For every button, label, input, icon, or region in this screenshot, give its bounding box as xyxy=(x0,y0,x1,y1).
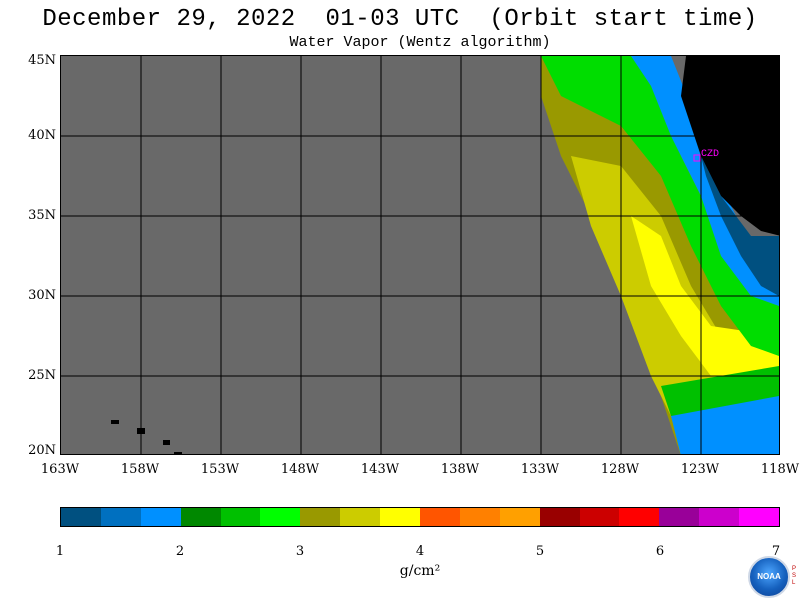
land-mass xyxy=(681,56,779,236)
hawaii-island-1 xyxy=(111,420,119,424)
colorbar-swatch-13 xyxy=(579,508,620,526)
station-marker xyxy=(693,154,701,162)
psl-letter-p: P xyxy=(792,566,797,572)
swath-band-green xyxy=(541,56,779,356)
lon-label-148w: 148W xyxy=(280,462,320,477)
graticule xyxy=(61,56,779,454)
colorbar-units: g/cm² xyxy=(399,563,441,579)
colorbar-swatch-17 xyxy=(739,508,780,526)
colorbar-swatch-10 xyxy=(459,508,500,526)
lat-label-25n: 25N xyxy=(28,368,56,383)
colorbar-swatch-1 xyxy=(100,508,141,526)
noaa-logo: NOAA xyxy=(748,556,790,598)
colorbar-swatch-3 xyxy=(180,508,221,526)
colorbar-tick-6: 6 xyxy=(655,544,665,559)
swath-band-blue-low xyxy=(671,396,779,454)
lat-label-40n: 40N xyxy=(28,128,56,143)
map-title: December 29, 2022 01-03 UTC (Orbit start… xyxy=(42,6,758,33)
colorbar-tick-3: 3 xyxy=(295,544,305,559)
colorbar xyxy=(60,507,780,527)
map-subtitle: Water Vapor (Wentz algorithm) xyxy=(289,34,551,51)
colorbar-swatch-6 xyxy=(300,508,341,526)
lat-label-30n: 30N xyxy=(28,288,56,303)
colorbar-tick-5: 5 xyxy=(535,544,545,559)
lon-label-133w: 133W xyxy=(520,462,560,477)
swath-band-dark-blue xyxy=(701,156,779,296)
water-vapor-map: CZD xyxy=(60,55,780,455)
colorbar-tick-4: 4 xyxy=(415,544,425,559)
lon-label-123w: 123W xyxy=(680,462,720,477)
lon-label-128w: 128W xyxy=(600,462,640,477)
lon-label-118w: 118W xyxy=(760,462,800,477)
colorbar-swatch-15 xyxy=(659,508,700,526)
psl-letter-l: L xyxy=(792,580,796,586)
lon-label-143w: 143W xyxy=(360,462,400,477)
map-canvas: CZD xyxy=(61,56,779,454)
colorbar-swatch-14 xyxy=(619,508,660,526)
colorbar-swatch-16 xyxy=(699,508,740,526)
colorbar-tick-7: 7 xyxy=(771,544,781,559)
colorbar-swatch-7 xyxy=(340,508,381,526)
station-label: CZD xyxy=(701,149,719,160)
colorbar-swatch-11 xyxy=(499,508,540,526)
colorbar-swatch-0 xyxy=(61,508,101,526)
colorbar-swatch-5 xyxy=(260,508,301,526)
lat-label-35n: 35N xyxy=(28,208,56,223)
noaa-logo-text: NOAA xyxy=(757,572,781,581)
psl-letter-s: S xyxy=(792,573,797,579)
lon-label-153w: 153W xyxy=(200,462,240,477)
psl-mark: P S L xyxy=(792,566,800,587)
lat-label-20n: 20N xyxy=(28,443,56,458)
swath-band-yellow xyxy=(631,216,779,386)
colorbar-swatch-8 xyxy=(380,508,421,526)
colorbar-swatch-2 xyxy=(140,508,181,526)
lon-label-138w: 138W xyxy=(440,462,480,477)
colorbar-swatch-12 xyxy=(539,508,580,526)
lon-label-163w: 163W xyxy=(40,462,80,477)
colorbar-tick-1: 1 xyxy=(55,544,65,559)
colorbar-tick-2: 2 xyxy=(175,544,185,559)
colorbar-swatch-9 xyxy=(420,508,460,526)
colorbar-swatch-4 xyxy=(220,508,261,526)
hawaii-island-4 xyxy=(174,452,182,454)
lat-label-45n: 45N xyxy=(28,53,56,68)
lon-label-158w: 158W xyxy=(120,462,160,477)
hawaii-island-3 xyxy=(163,440,170,445)
